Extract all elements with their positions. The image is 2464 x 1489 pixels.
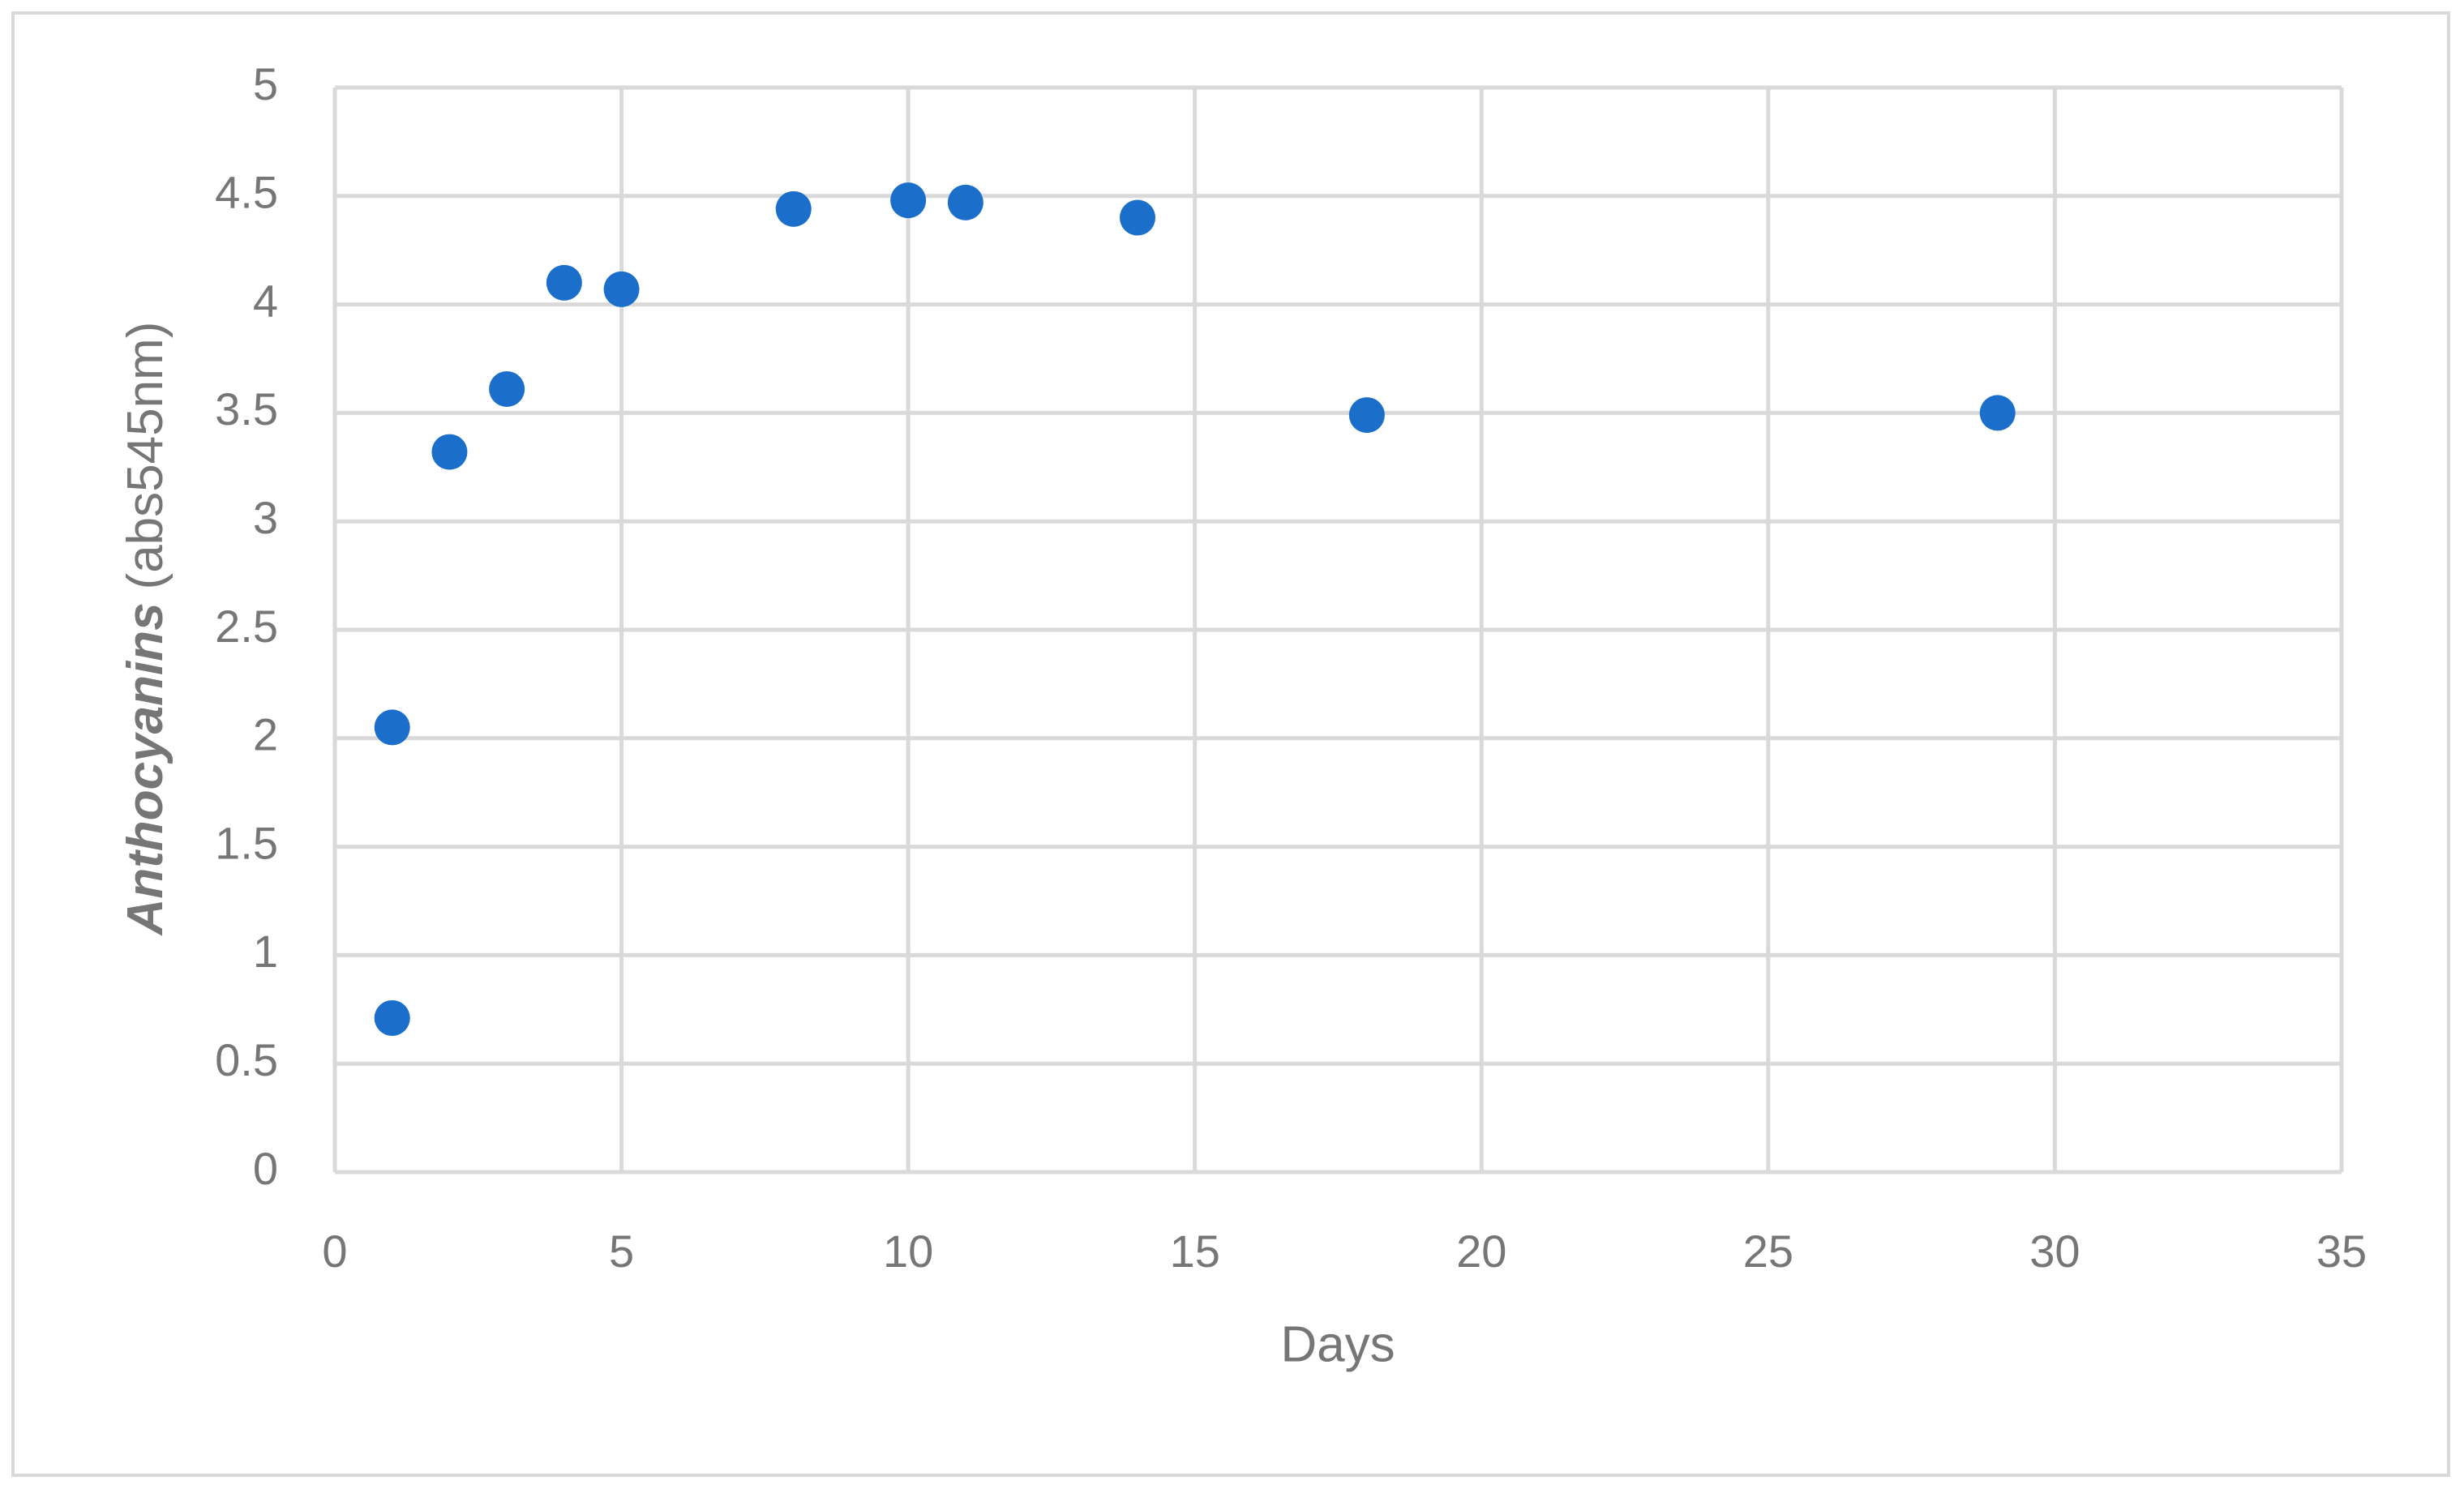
chart-border — [11, 11, 2450, 1477]
y-tick-label: 4.5 — [215, 167, 278, 218]
point — [489, 370, 525, 407]
x-tick-label: 25 — [1743, 1226, 1793, 1277]
point — [546, 264, 582, 301]
y-axis-label-italic: Anthocyanins — [118, 602, 174, 936]
x-axis-label: Days — [1280, 1316, 1395, 1372]
y-tick-label: 5 — [253, 58, 278, 109]
point — [603, 271, 640, 307]
point — [775, 190, 812, 227]
y-tick-label: 0.5 — [215, 1034, 278, 1085]
point — [890, 182, 927, 219]
y-tick-label: 3.5 — [215, 383, 278, 434]
point — [1120, 199, 1155, 236]
y-tick-label: 1 — [253, 926, 278, 977]
point — [1348, 397, 1385, 434]
x-tick-label: 35 — [2316, 1226, 2367, 1277]
y-tick-label: 4 — [253, 275, 278, 326]
x-tick-label: 5 — [609, 1226, 634, 1277]
x-tick-label: 30 — [2029, 1226, 2080, 1277]
point — [1979, 395, 2016, 431]
point — [947, 184, 983, 220]
y-tick-label: 1.5 — [215, 817, 278, 868]
y-tick-label: 0 — [253, 1143, 278, 1194]
point — [374, 1000, 410, 1037]
y-tick-label: 2 — [253, 709, 278, 760]
y-axis-label: Anthocyanins (abs545nm) — [118, 322, 174, 937]
x-tick-label: 20 — [1456, 1226, 1506, 1277]
point — [431, 434, 468, 470]
y-tick-label: 3 — [253, 492, 278, 543]
x-tick-label: 0 — [322, 1226, 347, 1277]
x-tick-label: 15 — [1170, 1226, 1220, 1277]
y-axis-label-rest: (abs545nm) — [118, 322, 174, 590]
point — [374, 709, 410, 746]
x-tick-label: 10 — [883, 1226, 933, 1277]
y-tick-label: 2.5 — [215, 601, 278, 652]
